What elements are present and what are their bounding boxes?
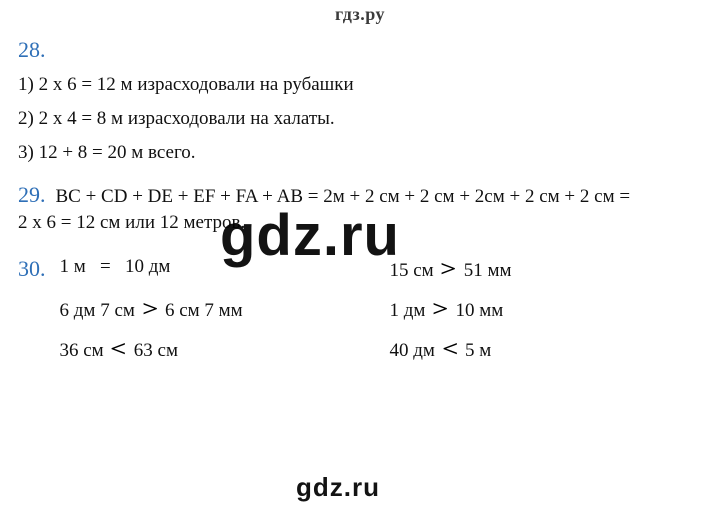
p30-r1-left-a: 1 м (60, 256, 86, 277)
p30-r3-left-b: 63 см (134, 340, 178, 361)
p30-r1-right-a: 15 см (390, 260, 434, 281)
p29-line-2: 2 х 6 = 12 см или 12 метров. (18, 212, 702, 234)
watermark-small: gdz.ru (296, 472, 380, 503)
p30-r3-left: 36 см < 63 см (60, 336, 390, 362)
p28-line-2: 2) 2 х 4 = 8 м израсходовали на халаты. (18, 107, 702, 131)
page-root: гдз.ру 28. 1) 2 х 6 = 12 м израсходовали… (0, 0, 720, 507)
problem-30-number: 30. (18, 256, 46, 282)
gt-icon: > (432, 296, 448, 322)
p28-line-1: 1) 2 х 6 = 12 м израсходовали на рубашки (18, 73, 702, 97)
lt-icon: < (111, 336, 127, 362)
p30-r3-right-a: 40 дм (390, 340, 435, 361)
problem-29-block: 29. BC + CD + DE + EF + FA + AB = 2м + 2… (18, 182, 702, 234)
p30-r1-right-b: 51 мм (464, 260, 512, 281)
lt-icon: < (442, 336, 458, 362)
p30-row-1: 1 м = 10 дм 15 см > 51 мм (60, 256, 640, 282)
problem-28-number: 28. (18, 37, 702, 63)
p30-row-2: 6 дм 7 см > 6 см 7 мм 1 дм > 10 мм (60, 296, 640, 322)
gt-icon: > (142, 296, 158, 322)
p30-grid: 1 м = 10 дм 15 см > 51 мм 6 дм 7 см > 6 … (60, 256, 640, 376)
p30-r2-right-a: 1 дм (390, 300, 426, 321)
problem-30-block: 30. 1 м = 10 дм 15 см > 51 мм 6 дм 7 см … (18, 256, 702, 376)
p29-line-1-wrap: 29. BC + CD + DE + EF + FA + AB = 2м + 2… (18, 182, 702, 208)
p28-line-3: 3) 12 + 8 = 20 м всего. (18, 141, 702, 165)
p30-r2-left-b: 6 см 7 мм (165, 300, 243, 321)
p30-r1-right: 15 см > 51 мм (390, 256, 640, 282)
p30-r3-left-a: 36 см (60, 340, 104, 361)
p30-r3-right-b: 5 м (465, 340, 491, 361)
p30-r2-left-a: 6 дм 7 см (60, 300, 135, 321)
p30-r2-left: 6 дм 7 см > 6 см 7 мм (60, 296, 390, 322)
p30-r1-left: 1 м = 10 дм (60, 256, 390, 282)
gt-icon: > (441, 256, 457, 282)
p30-r1-left-b: 10 дм (125, 256, 170, 277)
p30-r1-left-op: = (91, 256, 121, 277)
p29-line-1: BC + CD + DE + EF + FA + AB = 2м + 2 см … (56, 186, 631, 207)
problem-29-number: 29. (18, 182, 46, 207)
p30-row-3: 36 см < 63 см 40 дм < 5 м (60, 336, 640, 362)
site-header: гдз.ру (18, 0, 702, 25)
p30-r2-right-b: 10 мм (456, 300, 504, 321)
p30-r3-right: 40 дм < 5 м (390, 336, 640, 362)
p30-r2-right: 1 дм > 10 мм (390, 296, 640, 322)
